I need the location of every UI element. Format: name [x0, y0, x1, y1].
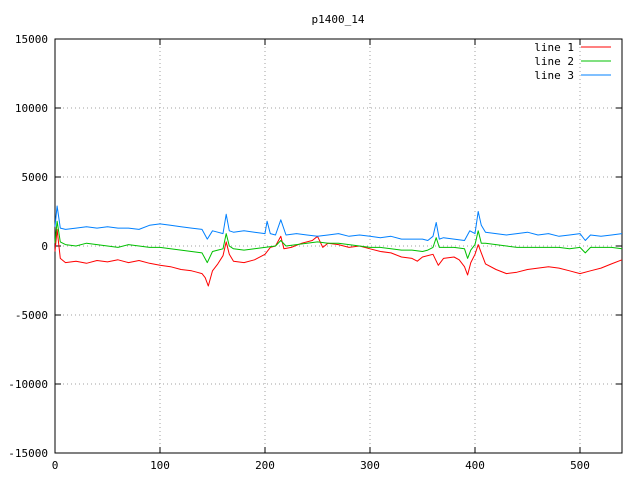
x-tick-label: 300: [360, 459, 380, 472]
x-tick-label: 200: [255, 459, 275, 472]
y-tick-label: -15000: [8, 447, 48, 460]
y-tick-label: -10000: [8, 378, 48, 391]
chart-title: p1400_14: [312, 13, 365, 26]
series-line-2: [54, 220, 623, 264]
x-tick-label: 100: [150, 459, 170, 472]
x-tick-label: 500: [570, 459, 590, 472]
y-axis: -15000 -10000 -5000 0 5000 10000 15000: [8, 33, 622, 460]
series-lines: [54, 205, 623, 287]
y-tick-label: 0: [41, 240, 48, 253]
series-line-1: [54, 228, 623, 287]
x-tick-label: 400: [465, 459, 485, 472]
legend-label-1: line 1: [534, 41, 574, 54]
grid: [55, 39, 622, 453]
series-line-3: [54, 205, 623, 241]
y-tick-label: 10000: [15, 102, 48, 115]
x-axis: 0 100 200 300 400 500: [52, 39, 590, 472]
legend-label-3: line 3: [534, 69, 574, 82]
y-tick-label: -5000: [15, 309, 48, 322]
legend-label-2: line 2: [534, 55, 574, 68]
y-tick-label: 5000: [22, 171, 49, 184]
x-tick-label: 0: [52, 459, 59, 472]
y-tick-label: 15000: [15, 33, 48, 46]
